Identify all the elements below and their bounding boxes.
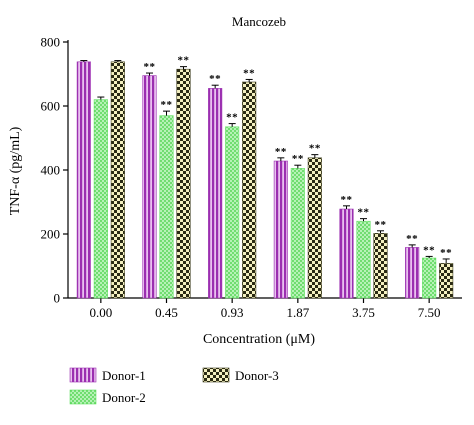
x-tick-label: 0.45 bbox=[155, 305, 178, 320]
bar-donor-3 bbox=[110, 61, 125, 299]
bar-donor-1 bbox=[76, 61, 91, 299]
x-tick-label: 3.75 bbox=[352, 305, 375, 320]
y-tick-label: 200 bbox=[41, 227, 61, 242]
significance-marker: ** bbox=[209, 73, 221, 85]
bar-donor-1 bbox=[405, 247, 420, 299]
significance-marker: ** bbox=[226, 112, 238, 124]
y-axis-title: TNF-α (pg/mL) bbox=[8, 126, 23, 215]
y-tick-label: 0 bbox=[54, 291, 61, 306]
significance-marker: ** bbox=[440, 247, 452, 259]
significance-marker: ** bbox=[423, 244, 435, 256]
chart-title: Mancozeb bbox=[232, 14, 286, 29]
bar-donor-3 bbox=[373, 233, 388, 299]
bar-donor-3 bbox=[242, 81, 257, 299]
plot-area: 0 200 400 600 800 0.00 0.45 0.93 1.87 3.75 7.50 ** *… bbox=[41, 35, 462, 320]
y-tick-label: 800 bbox=[41, 35, 61, 50]
y-tick-label: 600 bbox=[41, 99, 61, 114]
bar-donor-1 bbox=[339, 208, 354, 299]
significance-marker: ** bbox=[292, 153, 304, 165]
bar-donor-3 bbox=[176, 68, 191, 299]
significance-marker: ** bbox=[275, 146, 287, 158]
bar-donor-2 bbox=[356, 220, 371, 299]
x-tick-label: 1.87 bbox=[286, 305, 309, 320]
x-tick-label: 7.50 bbox=[418, 305, 441, 320]
x-tick-label: 0.93 bbox=[221, 305, 244, 320]
legend-label-donor-2: Donor-2 bbox=[102, 390, 146, 405]
bar-donor-2 bbox=[290, 168, 305, 299]
significance-marker: ** bbox=[178, 55, 190, 67]
bar-donor-1 bbox=[208, 88, 223, 299]
significance-marker: ** bbox=[375, 219, 387, 231]
significance-marker: ** bbox=[406, 233, 418, 245]
bar-donor-1 bbox=[142, 75, 157, 299]
x-tick-label: 0.00 bbox=[89, 305, 112, 320]
bar-donor-1 bbox=[273, 160, 288, 299]
legend-label-donor-1: Donor-1 bbox=[102, 368, 146, 383]
legend-swatch-donor-3 bbox=[202, 367, 230, 383]
bar-donor-3 bbox=[307, 157, 322, 299]
significance-marker: ** bbox=[309, 143, 321, 155]
bar-donor-2 bbox=[159, 115, 174, 299]
significance-marker: ** bbox=[243, 67, 255, 79]
bar-donor-2 bbox=[422, 257, 437, 299]
significance-marker: ** bbox=[358, 207, 370, 219]
bar-donor-2 bbox=[225, 126, 240, 299]
legend-swatch-donor-2 bbox=[69, 389, 97, 405]
y-tick-label: 400 bbox=[41, 163, 61, 178]
significance-marker: ** bbox=[144, 61, 156, 73]
legend-label-donor-3: Donor-3 bbox=[235, 368, 279, 383]
bar-donor-2 bbox=[93, 99, 108, 299]
x-axis-title: Concentration (μM) bbox=[203, 332, 315, 347]
legend-swatch-donor-1 bbox=[69, 367, 97, 383]
significance-marker: ** bbox=[341, 194, 353, 206]
bar-donor-3 bbox=[439, 263, 454, 299]
legend: Donor-1 Donor-2 Donor-3 bbox=[69, 367, 279, 405]
significance-marker: ** bbox=[161, 99, 173, 111]
